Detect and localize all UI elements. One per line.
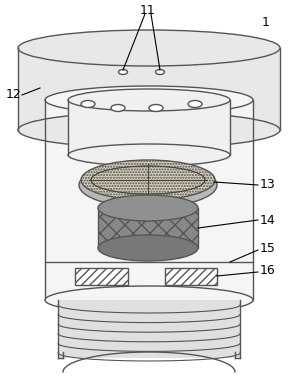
Ellipse shape xyxy=(68,89,230,111)
Ellipse shape xyxy=(81,100,95,108)
Polygon shape xyxy=(75,268,128,285)
Ellipse shape xyxy=(79,162,217,208)
Text: 16: 16 xyxy=(260,264,276,276)
Ellipse shape xyxy=(45,86,253,114)
Ellipse shape xyxy=(98,195,198,221)
Ellipse shape xyxy=(98,235,198,261)
Text: 1: 1 xyxy=(262,15,270,29)
Ellipse shape xyxy=(68,144,230,166)
Text: 14: 14 xyxy=(260,214,276,226)
Polygon shape xyxy=(98,208,198,248)
Text: 13: 13 xyxy=(260,179,276,191)
Ellipse shape xyxy=(156,70,165,74)
Polygon shape xyxy=(18,48,280,130)
Ellipse shape xyxy=(81,160,215,200)
Ellipse shape xyxy=(45,286,253,314)
Polygon shape xyxy=(45,100,253,300)
Polygon shape xyxy=(165,268,217,285)
Polygon shape xyxy=(68,100,230,155)
Polygon shape xyxy=(58,300,240,358)
Ellipse shape xyxy=(188,100,202,108)
Text: 15: 15 xyxy=(260,241,276,255)
Text: 12: 12 xyxy=(6,88,22,102)
Ellipse shape xyxy=(18,112,280,148)
Ellipse shape xyxy=(18,30,280,66)
Ellipse shape xyxy=(119,70,127,74)
Ellipse shape xyxy=(149,105,163,112)
Text: 11: 11 xyxy=(140,3,156,17)
Ellipse shape xyxy=(111,105,125,112)
